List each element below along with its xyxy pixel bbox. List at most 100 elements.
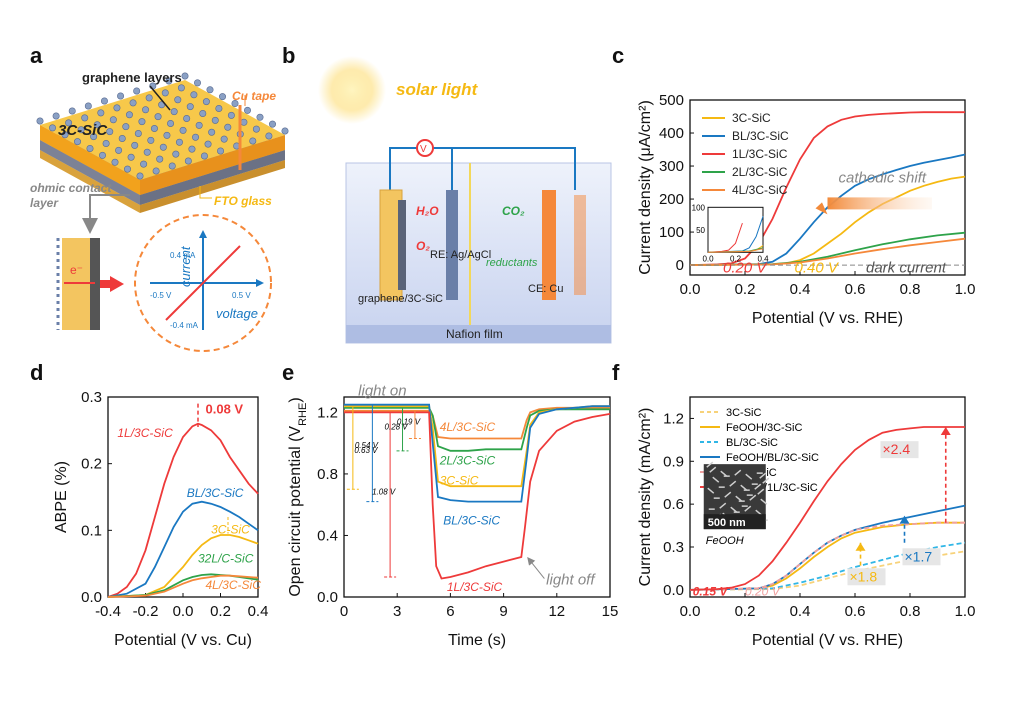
panel-label-a: a [30,43,43,68]
cu-tape-label: Cu tape [232,89,276,103]
series-label: 1L/3C-SiC [117,426,173,440]
graphene-node [175,138,183,146]
y-tick-label: 1.2 [663,410,684,427]
ohmic-label-1: ohmic contact [30,181,112,195]
sem-texture [706,461,714,468]
ce-reflection [574,195,586,295]
cathodic-shift-arrow [827,197,932,210]
legend-label: BL/3C-SiC [726,437,778,449]
graphene-node [231,100,239,108]
y-tick-label: 0.0 [81,589,102,606]
re-label: RE: Ag/AgCl [430,249,491,261]
graphene-node [183,115,191,123]
ohmic-side-2 [140,150,285,205]
y-tick-label: 0.1 [81,522,102,539]
cathodic-shift-label: cathodic shift [839,170,927,187]
panel-f: f 0.0 0.2 0.4 0.6 0.8 1.0 0.0 0.3 0.6 0.9 1.2 Poten… [612,360,975,649]
graphene-node [165,77,173,85]
iv-p05v: 0.5 V [232,291,251,300]
series-line-feooh-1l-3c-sic [689,426,965,591]
legend-label: 4L/3C-SiC [732,183,788,197]
fto-side-2 [140,160,285,213]
x-tick-label: 0 [340,603,348,620]
y-tick-label: 0.3 [81,389,102,406]
v020-label: 0.20 V [723,259,768,276]
nafion-base [346,325,611,343]
sun-icon [318,56,386,124]
y-tick-label: 1.2 [317,404,338,421]
graphene-node [150,125,158,133]
nafion-label: Nafion film [446,327,503,341]
graphene-node [181,72,189,80]
inset-line [707,248,764,253]
y-tick-label: 0.0 [663,582,684,599]
series-line-4l-3c-sic [107,574,259,598]
graphene-node [227,111,235,119]
graphene-node [195,121,203,129]
x-tick-label: -0.4 [95,603,121,620]
legend-label: BL/3C-SiC [732,129,789,143]
graphene-node [74,138,82,146]
plot-frame [689,99,966,276]
series-line-1l-3c-sic [107,422,259,598]
x-tick-label: 0.8 [900,281,921,298]
graphene-node [159,143,167,151]
series-line-feooh-3c-sic [689,521,965,591]
x-tick-label: 0.4 [248,603,269,620]
graphene-node [179,126,187,134]
potential-drop-label: 1.08 V [372,488,396,497]
x-axis-label: Potential (V vs. RHE) [752,632,903,649]
sem-texture [754,483,762,490]
we-label: graphene/3C-SiC [358,293,443,305]
arrow-up-icon [940,427,951,435]
panel-label-f: f [612,360,620,385]
graphene-node [163,131,171,139]
y-tick-label: 0.2 [81,456,102,473]
graphene-node [168,162,176,170]
peak-label: 0.08 V [206,402,244,417]
panel-label-d: d [30,360,43,385]
series-label: 4L/3C-SiC [206,578,262,592]
factor-label: ×1.7 [905,548,933,564]
series-label: BL/3C-SiC [187,486,244,500]
arrow-up-icon [899,515,910,524]
panel-a: a 3C-SiC graphene layers Cu tape ohmic c… [30,43,289,352]
graphene-node [86,145,94,153]
graphene-node [208,128,216,136]
v040-label: 0.40 V [795,259,840,276]
graphene-node [48,124,56,132]
sem-texture [762,477,770,484]
graphene-node [224,123,232,131]
iv-line [165,245,241,321]
plot-frame [689,396,966,598]
y-tick-label: 0.9 [663,453,684,470]
panel-c: c 0.0 0.2 0.4 0.6 0.8 1.0 0 100 200 300 400 500 Pote… [612,43,975,327]
series-line-1l-3c-sic [689,111,965,266]
panel-b: b solar light V H₂O O₂ CO₂ reductants RE… [282,43,612,344]
graphene-node [106,128,114,136]
y-axis-label: Current density (mA/cm²) [637,408,654,587]
panel-label-b: b [282,43,295,68]
dark-current-label: dark current [866,259,947,276]
graphene-node [127,153,135,161]
x-tick-label: 0.0 [680,603,701,620]
inset-x-tick: 0.0 [702,254,714,263]
sem-caption-bar [703,514,766,530]
graphene-node [65,119,73,127]
sem-scale-label: 500 nm [708,517,746,529]
series-line-bl-3c-sic [107,500,259,598]
series-label: 4L/3C-SiC [440,420,496,434]
factor-label: ×1.8 [850,568,878,584]
graphene-node [140,160,148,168]
series-label: 32L/C-SiC [198,551,254,565]
arrow-left-icon [815,202,828,215]
panel-d: d -0.4 -0.2 0.0 0.2 0.4 0.0 0.1 0.2 0.3 Potential… [30,360,268,649]
reference-electrode [446,190,458,300]
x-tick-label: 12 [548,603,565,620]
iv-m05v: -0.5 V [150,291,172,300]
x-axis-label: Potential (V vs. Cu) [114,632,252,649]
x-tick-label: 6 [446,603,454,620]
graphene-node [133,87,141,95]
graphene-node [125,111,133,119]
graphene-node [192,133,200,141]
